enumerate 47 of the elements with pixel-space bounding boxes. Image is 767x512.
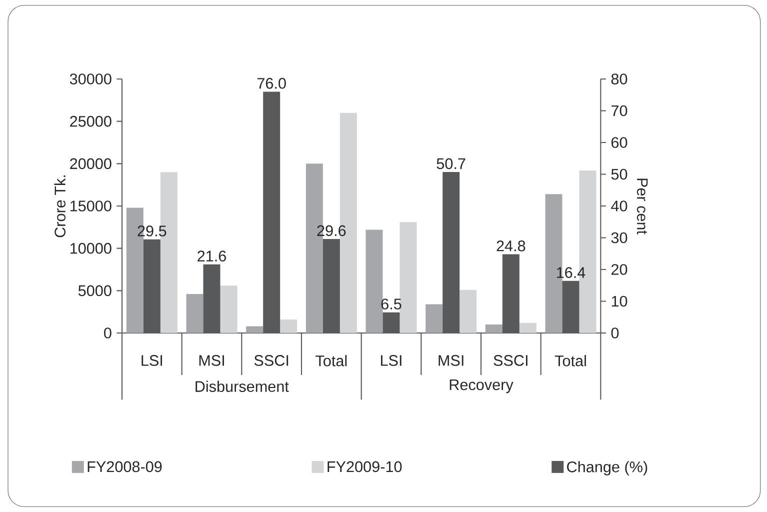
y2-tick-label: 60 xyxy=(611,137,628,148)
bar xyxy=(400,222,417,333)
x-tick-label: SSCI xyxy=(254,355,288,366)
bar xyxy=(519,322,536,333)
x-tick-label: MSI xyxy=(199,355,224,366)
y2-tick-label: 0 xyxy=(611,328,619,338)
y-axis-title: Crore Tk. xyxy=(54,175,66,238)
x-tick-label: Total xyxy=(316,355,347,366)
text: Disbursement xyxy=(196,380,289,392)
bar xyxy=(246,326,264,333)
y2-tick-label: 50 xyxy=(611,168,628,180)
data-label: 24.8 xyxy=(496,240,526,252)
y2-tick-label: 70 xyxy=(612,105,628,116)
bar xyxy=(426,304,443,333)
data-label: 6.5 xyxy=(381,298,402,310)
data-label: 50.7 xyxy=(436,158,466,170)
bar xyxy=(485,324,502,333)
y-tick-label: 25000 xyxy=(70,116,112,127)
legend-label: FY2009-10 xyxy=(328,461,402,472)
y-tick-label: 20000 xyxy=(70,158,112,170)
y-tick-label: 0 xyxy=(104,328,112,338)
data-label: 76.0 xyxy=(257,78,286,89)
data-label: 29.6 xyxy=(317,225,346,236)
y2-tick-label: 30 xyxy=(611,232,628,244)
legend-label: Change (%) xyxy=(567,461,648,476)
data-label: 16.4 xyxy=(557,267,586,278)
y2-tick-label: 40 xyxy=(611,200,628,212)
data-label: 21.6 xyxy=(198,250,226,262)
bar xyxy=(460,290,477,333)
x-tick-label: LSI xyxy=(381,355,402,366)
text: Recovery xyxy=(450,379,514,394)
y-tick-label: 5000 xyxy=(78,285,112,296)
x-tick-label: MSI xyxy=(438,355,464,366)
bar xyxy=(280,319,298,333)
legend-label: FY2008-09 xyxy=(88,461,162,472)
y-tick-label: 30000 xyxy=(70,74,112,84)
y2-tick-label: 10 xyxy=(612,296,628,307)
data-label: 29.5 xyxy=(138,226,166,236)
y-tick-label: 10000 xyxy=(70,242,112,254)
y2-axis-title: Per cent xyxy=(636,178,648,234)
x-tick-label: Total xyxy=(554,355,586,366)
y2-tick-label: 80 xyxy=(611,74,628,84)
bar xyxy=(366,230,383,333)
x-tick-label: SSCI xyxy=(494,355,528,366)
x-tick-label: LSI xyxy=(142,355,162,366)
y2-tick-label: 20 xyxy=(611,264,628,275)
y-tick-label: 15000 xyxy=(70,200,112,212)
